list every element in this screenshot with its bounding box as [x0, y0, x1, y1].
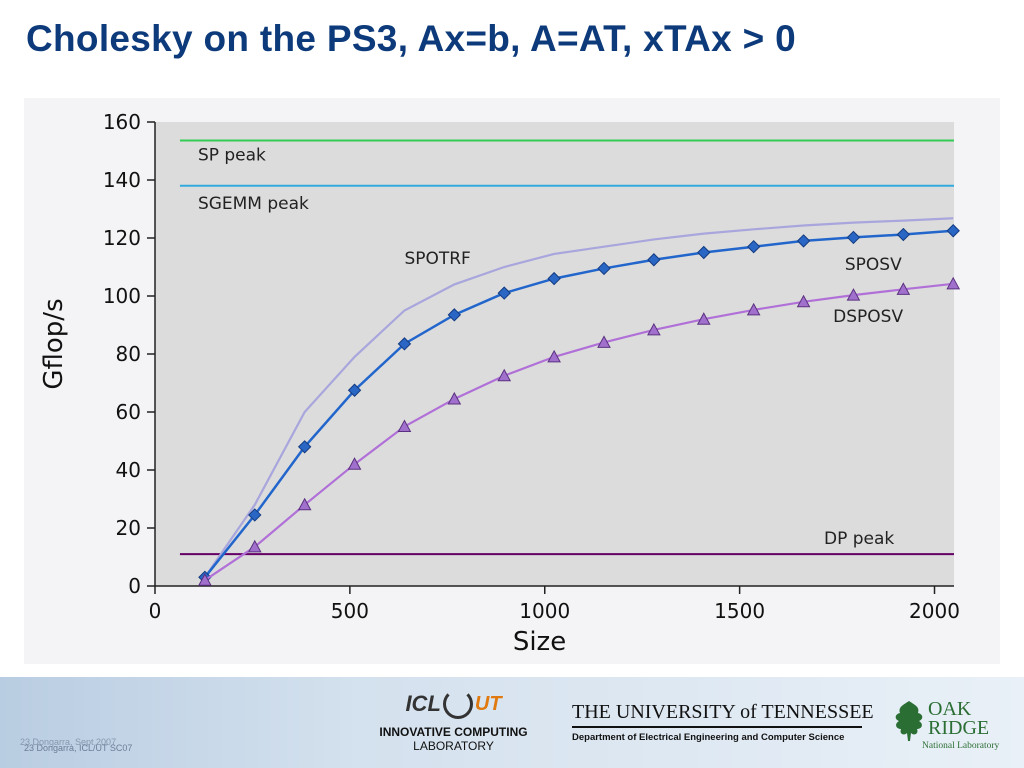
sp-peak-label: SP peak — [198, 146, 266, 166]
dsposv-point — [647, 322, 661, 336]
footer-banner: 23 Dongarra, Sept 2007 23 Dongarra, ICL/… — [0, 677, 1024, 768]
x-axis-label: Size — [513, 627, 566, 657]
y-tick-label: 40 — [116, 458, 141, 482]
sposv-label: SPOSV — [845, 255, 902, 275]
sposv-point — [796, 234, 811, 248]
footer-note-shadow: 23 Dongarra, Sept 2007 — [20, 737, 117, 747]
ornl-ridge: RIDGE — [928, 717, 990, 739]
sposv-point — [497, 286, 511, 300]
series-line — [203, 217, 954, 578]
x-tick-label: 2000 — [909, 599, 960, 623]
dsposv-point — [896, 282, 911, 295]
footer-note: 23 Dongarra, ICL/UT SC07 — [24, 743, 133, 753]
icl-swirl-icon — [442, 689, 473, 719]
y-tick-label: 60 — [116, 400, 141, 424]
sposv-point — [447, 308, 462, 322]
utk-department: Department of Electrical Engineering and… — [572, 732, 845, 743]
dsposv-point — [946, 276, 961, 290]
dsposv-point — [746, 302, 761, 316]
y-tick-label: 160 — [103, 110, 141, 134]
y-tick-label: 0 — [128, 574, 141, 598]
dsposv-point — [796, 294, 811, 308]
icl-name-line1: INNOVATIVE COMPUTING — [379, 725, 528, 739]
sposv-point — [248, 508, 262, 522]
sposv-point — [347, 383, 362, 397]
sposv-point — [846, 230, 861, 245]
dsposv-point — [198, 573, 212, 586]
icl-name-line2: LABORATORY — [413, 739, 494, 753]
ornl-subtitle: National Laboratory — [922, 741, 1000, 751]
ornl-logo: OAK RIDGE National Laboratory — [892, 695, 1007, 755]
dsposv-point — [297, 497, 312, 511]
icl-logo: ICL UT INNOVATIVE COMPUTING LABORATORY — [366, 687, 541, 753]
sposv-point — [597, 261, 611, 276]
sposv-point — [547, 271, 561, 286]
y-tick-label: 80 — [116, 342, 141, 366]
dsposv-point — [397, 419, 412, 432]
y-tick-label: 120 — [103, 226, 141, 250]
performance-chart: 0 20 40 60 80 100 120 140 160 0 500 1000 1500 2000 Siz… — [39, 110, 961, 657]
dsposv-point — [447, 391, 462, 405]
icl-mark: ICL — [405, 691, 441, 716]
sposv-point — [896, 227, 911, 242]
chart-panel: 0 20 40 60 80 100 120 140 160 0 500 1000 1500 2000 Siz… — [24, 98, 1000, 664]
y-tick-label: 100 — [103, 284, 141, 308]
utk-name: THE UNIVERSITY of TENNESSEE — [572, 701, 874, 723]
x-tick-label: 1500 — [714, 599, 765, 623]
oak-leaf-icon — [895, 701, 923, 741]
dsposv-point — [547, 349, 561, 363]
spotrf-label: SPOTRF — [404, 249, 470, 269]
ornl-oak: OAK — [928, 698, 972, 720]
icl-ut-mark: UT — [474, 692, 502, 715]
dsposv-point — [696, 312, 711, 325]
dsposv-point — [247, 539, 262, 553]
series-line — [204, 282, 954, 582]
sposv-point — [746, 239, 761, 254]
dsposv-point — [347, 457, 362, 470]
slide-title: Cholesky on the PS3, Ax=b, A=AT, xTAx > … — [26, 18, 797, 59]
series-line — [203, 229, 954, 579]
y-axis-label: Gflop/s — [39, 298, 69, 389]
dp-peak-label: DP peak — [824, 529, 894, 549]
x-tick-label: 500 — [331, 599, 369, 623]
sposv-point — [647, 253, 661, 267]
sposv-point — [946, 224, 960, 238]
y-tick-label: 20 — [116, 516, 141, 540]
dsposv-point — [597, 335, 611, 348]
dsposv-label: DSPOSV — [833, 307, 903, 327]
dsposv-point — [846, 288, 861, 301]
sposv-point — [697, 245, 711, 260]
x-tick-label: 0 — [149, 599, 162, 623]
x-tick-label: 1000 — [519, 599, 570, 623]
y-tick-label: 140 — [103, 168, 141, 192]
sgemm-peak-label: SGEMM peak — [198, 194, 309, 214]
dsposv-point — [497, 368, 512, 382]
sposv-point — [297, 440, 312, 454]
utk-logo: THE UNIVERSITY of TENNESSEE Department o… — [572, 701, 874, 743]
sposv-point — [397, 337, 412, 351]
utk-divider — [572, 726, 862, 728]
